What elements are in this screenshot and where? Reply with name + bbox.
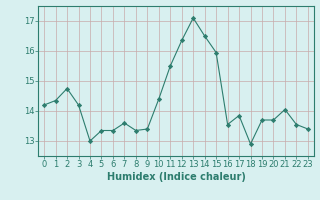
- X-axis label: Humidex (Indice chaleur): Humidex (Indice chaleur): [107, 172, 245, 182]
